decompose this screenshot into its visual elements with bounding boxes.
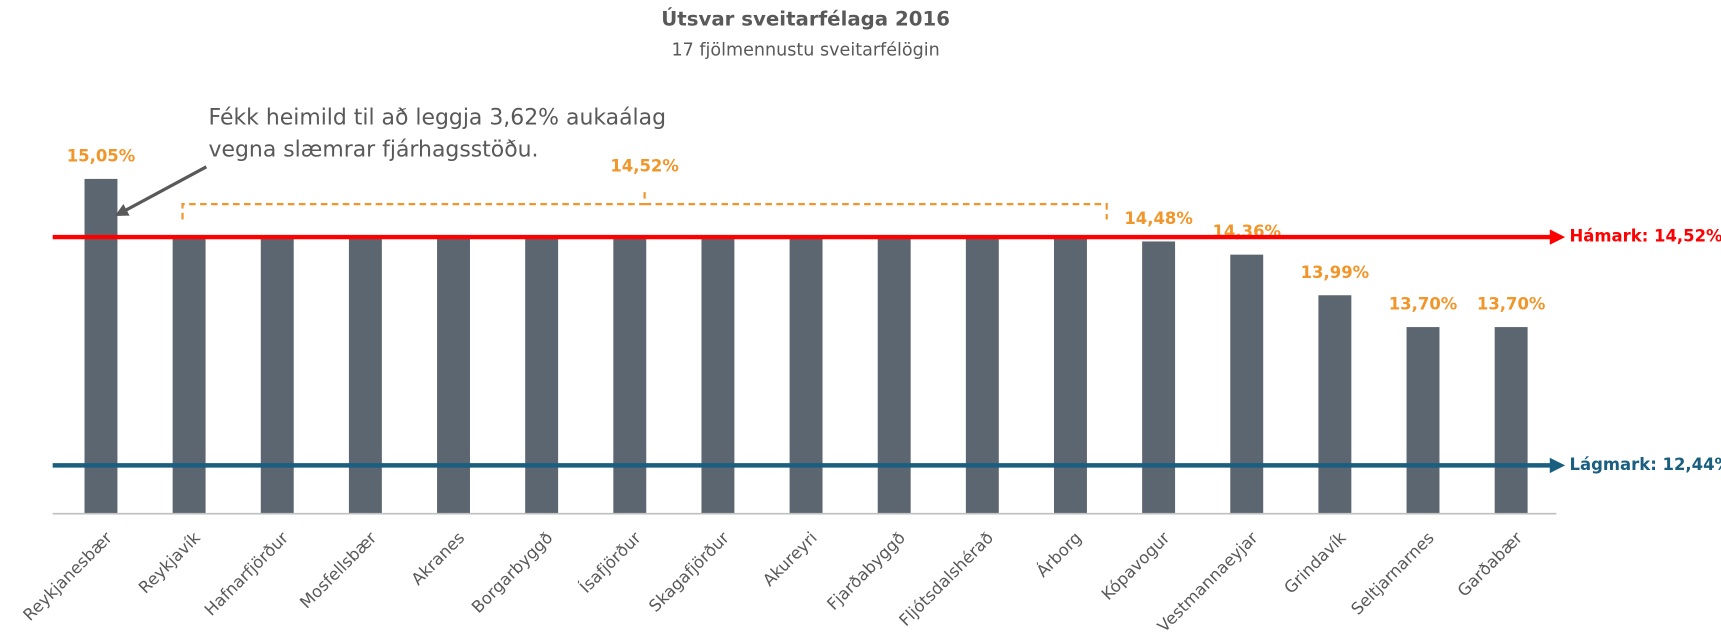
annotation-text: Fékk heimild til að leggja 3,62% aukaála… (209, 106, 666, 131)
chart-title: Útsvar sveitarfélaga 2016 (661, 6, 950, 30)
x-tick-label: Reykjavík (135, 528, 204, 597)
value-label: 15,05% (67, 146, 136, 165)
group-bracket (181, 188, 1108, 220)
bar (789, 237, 823, 514)
x-tick-label: Skagafjörður (645, 528, 733, 616)
value-label: 13,70% (1477, 295, 1546, 314)
bar (260, 237, 294, 514)
annotation-arrow (114, 165, 208, 217)
reference-arrow (1549, 457, 1566, 474)
value-label: 13,70% (1389, 295, 1458, 314)
x-tick-label: Kópavogur (1098, 528, 1174, 604)
x-tick-label: Akureyri (759, 528, 821, 590)
value-label: 13,99% (1301, 263, 1370, 282)
x-tick-label: Grindavík (1280, 528, 1350, 598)
reference-arrow (1549, 229, 1566, 245)
bar (877, 237, 911, 514)
bar (1230, 254, 1264, 514)
x-tick-label: Seltjarnarnes (1347, 528, 1437, 618)
x-tick-label: Garðabær (1454, 528, 1526, 600)
x-tick-label: Borgarbyggð (468, 528, 557, 617)
bar (348, 237, 382, 514)
bar (1494, 327, 1528, 514)
bar (1318, 295, 1352, 514)
x-tick-label: Akranes (408, 528, 469, 589)
x-tick-label: Árborg (1033, 528, 1086, 581)
bar (701, 237, 735, 514)
x-tick-label: Mosfellsbær (296, 528, 380, 612)
x-tick-label: Hafnarfjörður (201, 528, 292, 619)
bar (1406, 327, 1440, 514)
value-label: 14,48% (1124, 209, 1193, 228)
bar (525, 237, 559, 514)
bar (84, 178, 118, 514)
reference-label: Hámark: 14,52% (1570, 227, 1721, 246)
x-tick-label: Ísafjörður (576, 528, 645, 597)
bar (172, 237, 206, 514)
chart-subtitle: 17 fjölmennustu sveitarfélögin (671, 40, 939, 60)
bar (437, 237, 470, 514)
x-tick-label: Reykjanesbær (19, 528, 115, 624)
group-label: 14,52% (610, 156, 679, 175)
bar (1054, 237, 1087, 514)
reference-label: Lágmark: 12,44% (1570, 455, 1721, 474)
bar (613, 237, 647, 514)
bar (1142, 241, 1176, 514)
bar (965, 237, 999, 514)
x-tick-label: Fjarðabyggð (823, 528, 909, 614)
x-tick-label: Fljótsdalshérað (895, 528, 997, 630)
annotation-text: vegna slæmrar fjárhagsstöðu. (209, 137, 539, 162)
